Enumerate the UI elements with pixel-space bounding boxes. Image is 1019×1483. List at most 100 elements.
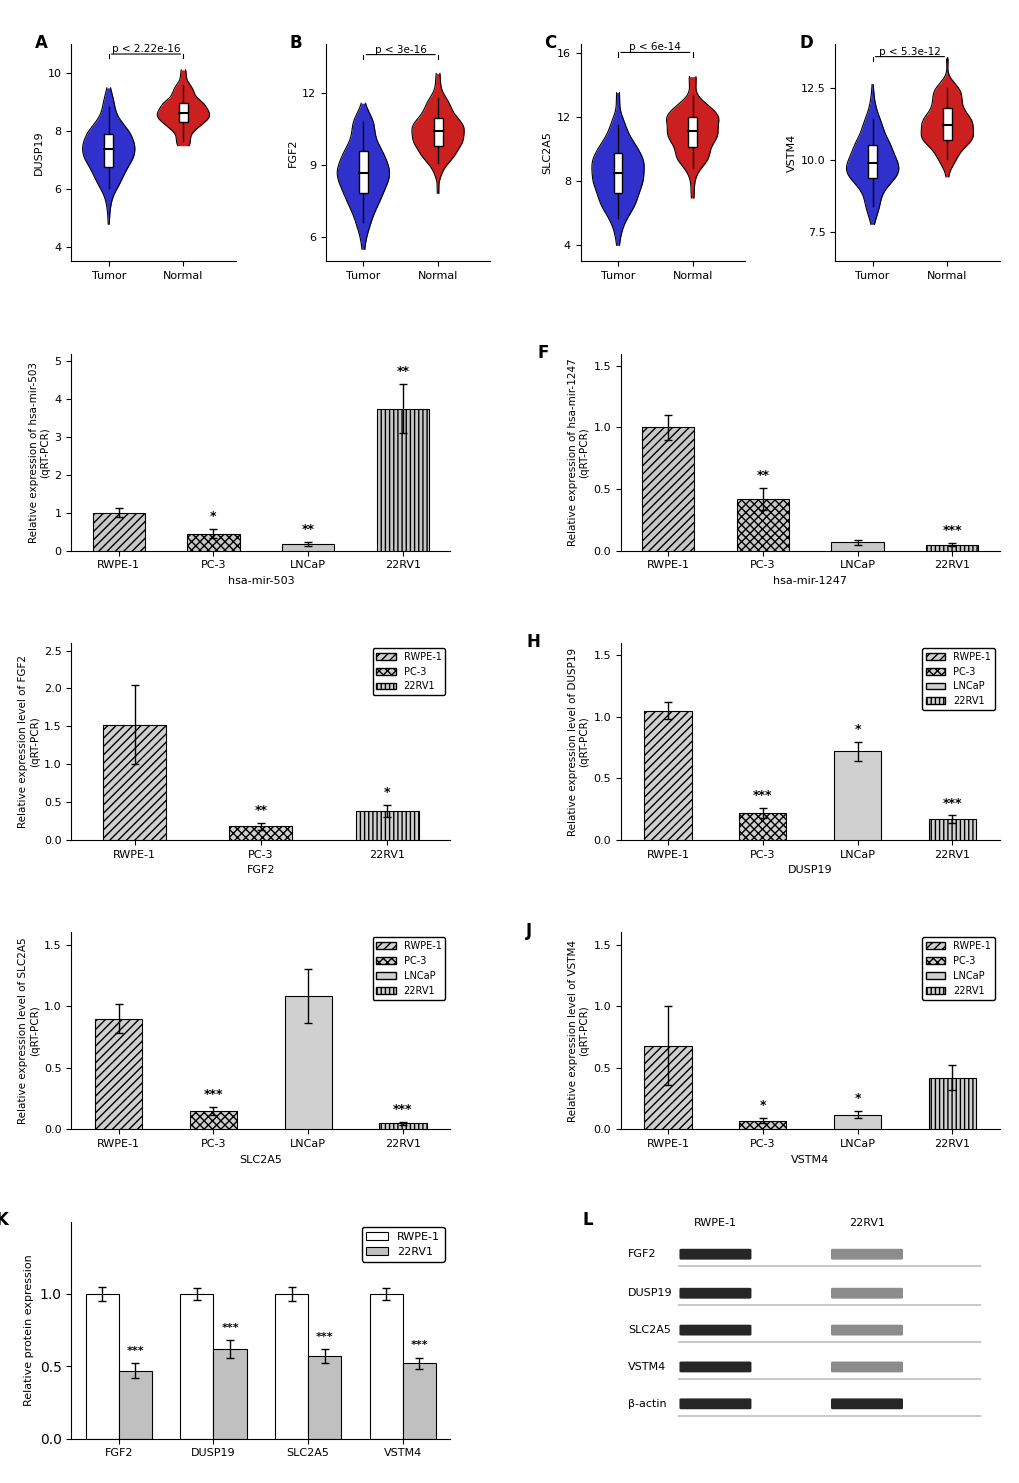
X-axis label: hsa-mir-1247: hsa-mir-1247	[772, 575, 847, 586]
Bar	[213, 1350, 247, 1439]
X-axis label: FGF2: FGF2	[247, 866, 275, 875]
Y-axis label: SLC2A5: SLC2A5	[542, 132, 552, 175]
FancyBboxPatch shape	[830, 1324, 902, 1336]
Text: F: F	[537, 344, 548, 362]
Text: L: L	[582, 1210, 593, 1229]
Text: K: K	[0, 1210, 8, 1229]
Text: p < 3e-16: p < 3e-16	[374, 44, 426, 55]
Bar	[376, 408, 429, 550]
Bar	[187, 534, 239, 550]
Text: ***: ***	[204, 1089, 223, 1102]
Y-axis label: FGF2: FGF2	[287, 138, 298, 168]
Text: p < 6e-14: p < 6e-14	[629, 43, 681, 52]
Bar	[275, 1295, 308, 1439]
Bar	[830, 543, 882, 550]
FancyBboxPatch shape	[679, 1361, 751, 1372]
Text: p < 2.22e-16: p < 2.22e-16	[112, 44, 180, 53]
FancyBboxPatch shape	[867, 145, 876, 178]
Y-axis label: Relative expression level of SLC2A5
(qRT-PCR): Relative expression level of SLC2A5 (qRT…	[18, 937, 40, 1124]
FancyBboxPatch shape	[679, 1324, 751, 1336]
Bar	[644, 1046, 691, 1130]
Bar	[370, 1295, 403, 1439]
Text: ***: ***	[411, 1341, 428, 1351]
FancyBboxPatch shape	[830, 1398, 902, 1409]
Text: C: C	[544, 34, 556, 52]
FancyBboxPatch shape	[830, 1361, 902, 1372]
Legend: RWPE-1, PC-3, LNCaP, 22RV1: RWPE-1, PC-3, LNCaP, 22RV1	[921, 648, 994, 710]
Text: **: **	[254, 804, 267, 817]
Bar	[379, 1123, 426, 1130]
Bar	[641, 427, 694, 550]
FancyBboxPatch shape	[679, 1398, 751, 1409]
Text: DUSP19: DUSP19	[628, 1289, 673, 1298]
Legend: RWPE-1, PC-3, 22RV1: RWPE-1, PC-3, 22RV1	[372, 648, 445, 696]
Y-axis label: Relative expression of hsa-mir-503
(qRT-PCR): Relative expression of hsa-mir-503 (qRT-…	[29, 362, 50, 543]
Text: RWPE-1: RWPE-1	[693, 1218, 737, 1228]
Bar	[95, 1019, 143, 1130]
Text: *: *	[854, 722, 860, 736]
X-axis label: SLC2A5: SLC2A5	[239, 1155, 282, 1164]
Bar	[190, 1111, 236, 1130]
Text: *: *	[854, 1091, 860, 1105]
Bar	[180, 1295, 213, 1439]
Text: p < 5.3e-12: p < 5.3e-12	[878, 46, 940, 56]
Text: ***: ***	[942, 796, 961, 810]
Text: A: A	[36, 34, 48, 52]
FancyBboxPatch shape	[679, 1249, 751, 1259]
Text: *: *	[759, 1099, 765, 1112]
Legend: RWPE-1, PC-3, LNCaP, 22RV1: RWPE-1, PC-3, LNCaP, 22RV1	[921, 937, 994, 1000]
Bar	[736, 498, 788, 550]
Y-axis label: Relative expression level of VSTM4
(qRT-PCR): Relative expression level of VSTM4 (qRT-…	[567, 940, 589, 1121]
Text: D: D	[799, 34, 812, 52]
FancyBboxPatch shape	[942, 108, 951, 141]
FancyBboxPatch shape	[178, 102, 187, 122]
Text: B: B	[289, 34, 303, 52]
Text: ***: ***	[221, 1323, 238, 1333]
Bar	[93, 513, 145, 550]
FancyBboxPatch shape	[433, 119, 442, 145]
Bar	[86, 1295, 118, 1439]
Text: β-actin: β-actin	[628, 1398, 666, 1409]
FancyBboxPatch shape	[830, 1249, 902, 1259]
FancyBboxPatch shape	[613, 153, 622, 193]
Bar	[739, 1121, 786, 1130]
Text: H: H	[526, 633, 539, 651]
Bar	[925, 544, 977, 550]
Bar	[118, 1370, 152, 1439]
Bar	[834, 1115, 880, 1130]
Text: ***: ***	[126, 1347, 144, 1355]
Text: **: **	[302, 523, 315, 535]
Bar	[103, 725, 166, 839]
Bar	[284, 997, 331, 1130]
Text: SLC2A5: SLC2A5	[628, 1326, 671, 1335]
Text: FGF2: FGF2	[628, 1249, 656, 1259]
Text: ***: ***	[752, 789, 771, 802]
Bar	[927, 1078, 975, 1130]
Text: J: J	[526, 922, 532, 940]
Bar	[229, 826, 292, 839]
Y-axis label: VSTM4: VSTM4	[786, 133, 796, 172]
Y-axis label: DUSP19: DUSP19	[34, 131, 44, 175]
Text: ***: ***	[316, 1332, 333, 1342]
Bar	[644, 710, 691, 839]
Text: ***: ***	[392, 1103, 413, 1117]
Text: 22RV1: 22RV1	[848, 1218, 884, 1228]
Text: **: **	[396, 365, 409, 378]
Text: *: *	[383, 786, 390, 799]
FancyBboxPatch shape	[679, 1287, 751, 1299]
Bar	[403, 1363, 436, 1439]
Legend: RWPE-1, 22RV1: RWPE-1, 22RV1	[362, 1228, 444, 1262]
Bar	[927, 819, 975, 839]
Bar	[308, 1355, 341, 1439]
Y-axis label: Relative protein expression: Relative protein expression	[24, 1255, 34, 1406]
FancyBboxPatch shape	[359, 151, 368, 193]
FancyBboxPatch shape	[104, 133, 113, 166]
X-axis label: DUSP19: DUSP19	[787, 866, 832, 875]
Text: ***: ***	[942, 525, 961, 537]
Text: **: **	[755, 469, 768, 482]
Text: VSTM4: VSTM4	[628, 1361, 666, 1372]
Y-axis label: Relative expression level of FGF2
(qRT-PCR): Relative expression level of FGF2 (qRT-P…	[18, 655, 40, 828]
FancyBboxPatch shape	[830, 1287, 902, 1299]
Legend: RWPE-1, PC-3, LNCaP, 22RV1: RWPE-1, PC-3, LNCaP, 22RV1	[372, 937, 445, 1000]
Y-axis label: Relative expression of hsa-mir-1247
(qRT-PCR): Relative expression of hsa-mir-1247 (qRT…	[567, 359, 589, 546]
